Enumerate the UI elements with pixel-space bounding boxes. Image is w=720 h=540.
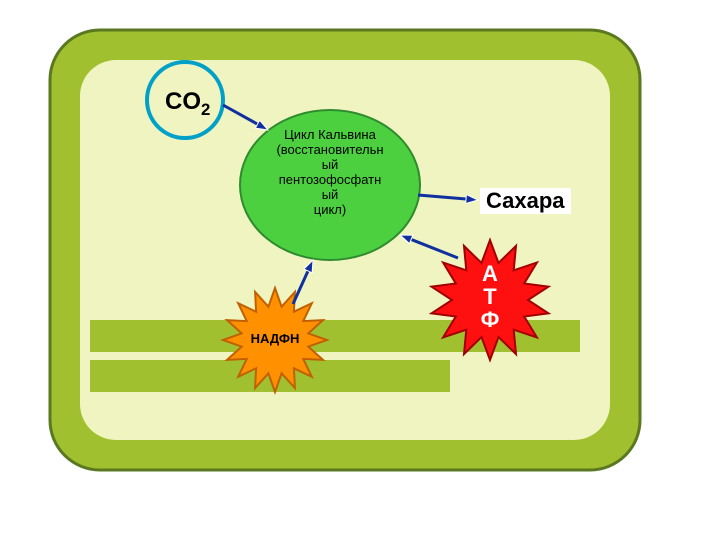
diagram-stage: CO2 Цикл Кальвина(восстановительныйпенто… [0, 0, 720, 540]
co2-sub: 2 [201, 100, 210, 119]
nadph-label: НАДФН [235, 331, 315, 346]
calvin-cycle-text: Цикл Кальвина(восстановительныйпентозофо… [260, 128, 400, 218]
co2-label: CO2 [165, 88, 210, 120]
diagram-svg [0, 0, 720, 540]
atp-label: АТФ [460, 262, 520, 331]
co2-main: CO [165, 88, 201, 115]
sugars-label: Сахара [480, 188, 571, 214]
